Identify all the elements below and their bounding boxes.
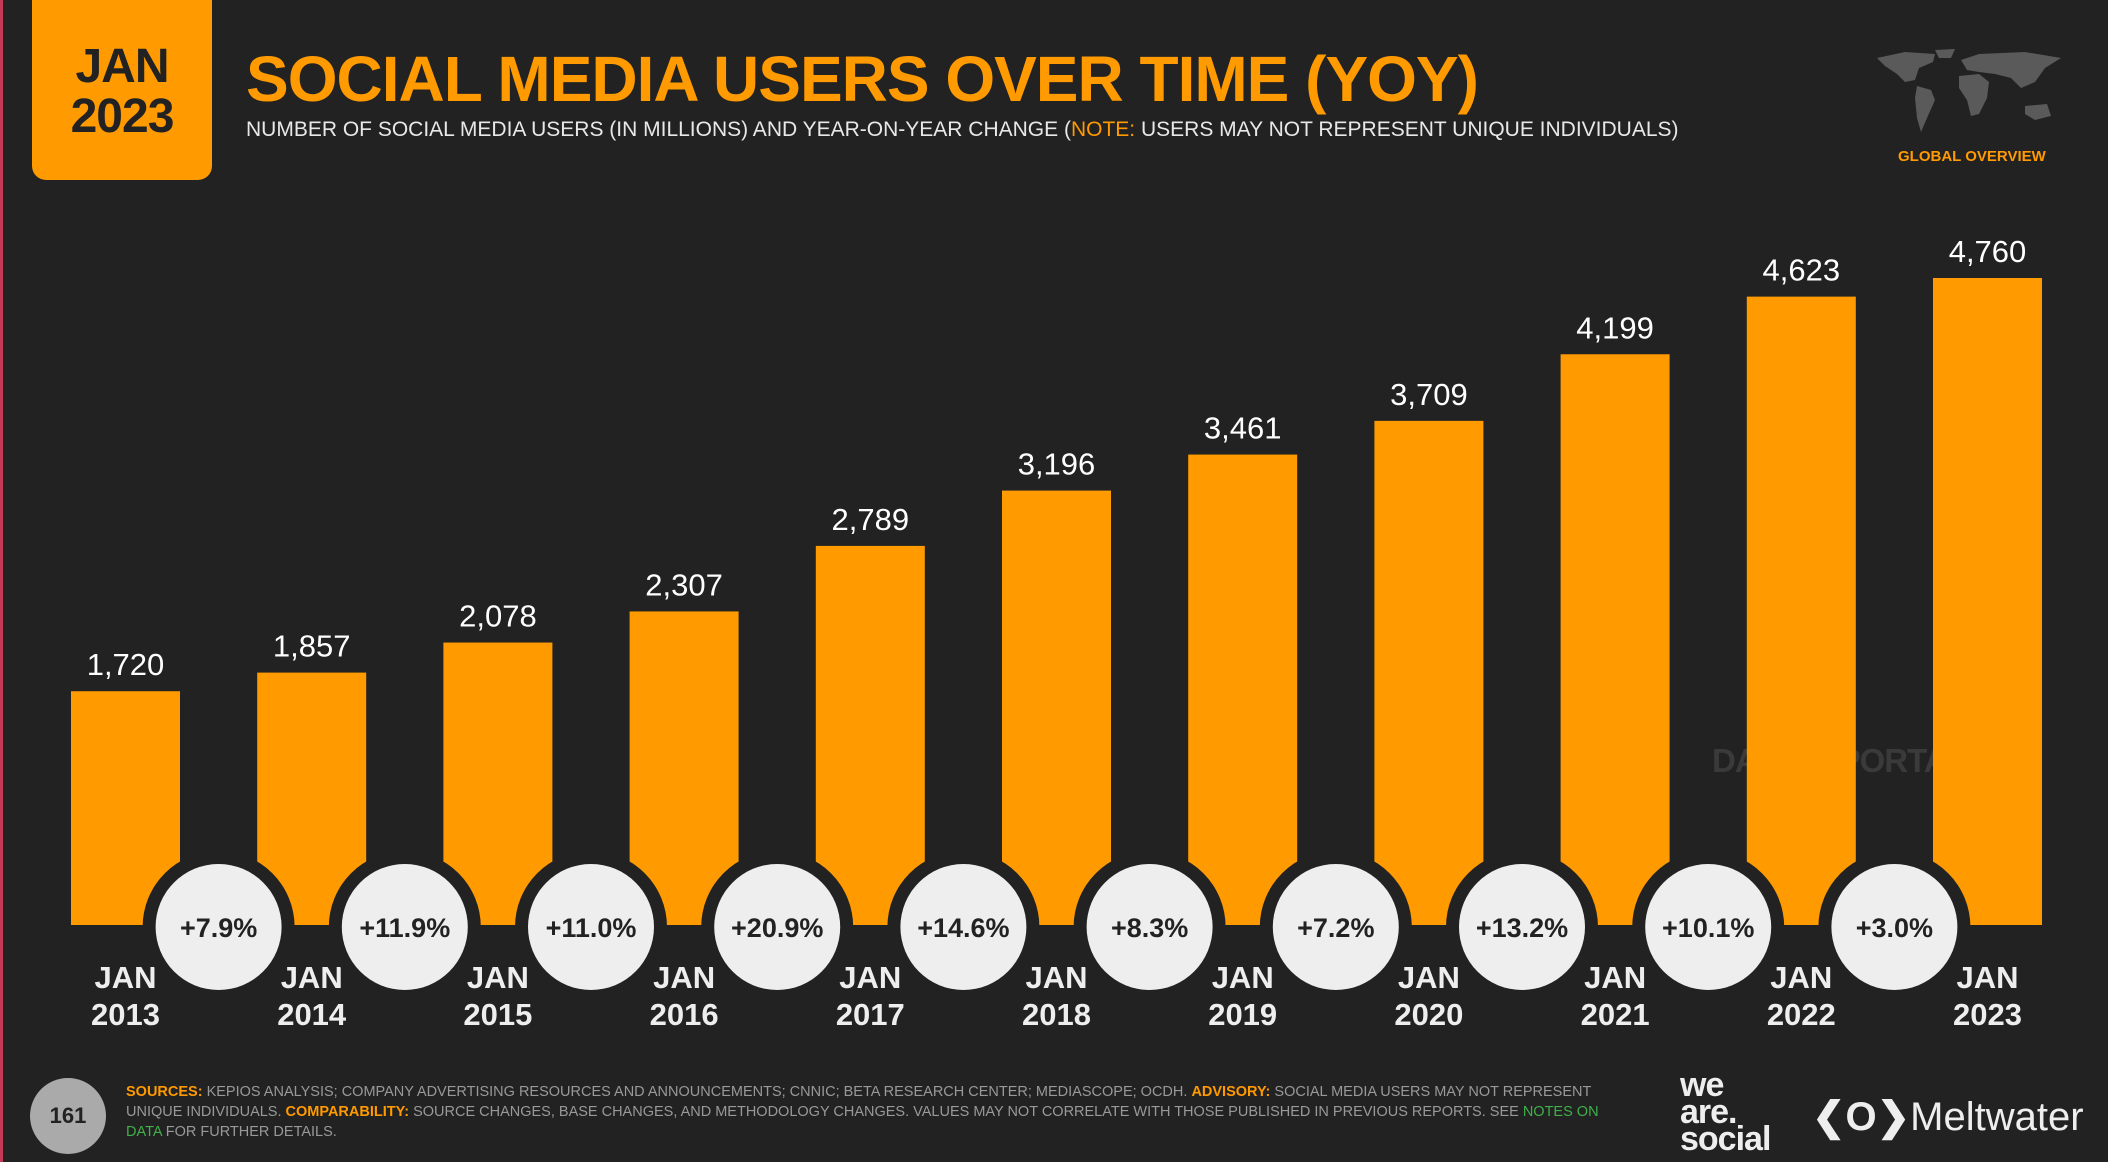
page-subtitle: NUMBER OF SOCIAL MEDIA USERS (IN MILLION…	[246, 118, 1679, 142]
meltwater-wordmark: Meltwater	[1910, 1095, 2084, 1139]
x-tick-label-month: JAN	[653, 960, 715, 995]
x-tick-label-year: 2023	[1953, 997, 2022, 1032]
change-bubble	[1645, 864, 1772, 990]
subtitle-note: USERS MAY NOT REPRESENT UNIQUE INDIVIDUA…	[1135, 118, 1679, 141]
change-bubble	[155, 864, 282, 990]
x-tick-label-year: 2014	[277, 997, 347, 1032]
bar	[629, 611, 739, 925]
yoy-change-label: +7.9%	[180, 913, 257, 943]
value-label: 2,307	[645, 567, 723, 602]
x-tick-label-month: JAN	[94, 960, 156, 995]
x-tick-label-month: JAN	[467, 960, 529, 995]
x-tick-label-year: 2018	[1022, 997, 1091, 1032]
x-tick-label-year: 2017	[836, 997, 905, 1032]
date-year: 2023	[70, 90, 175, 143]
page-title: SOCIAL MEDIA USERS OVER TIME (YOY)	[246, 43, 1479, 115]
section-label: GLOBAL OVERVIEW	[1898, 148, 2046, 165]
bar	[1933, 278, 2042, 925]
x-tick-label-month: JAN	[1956, 960, 2018, 995]
bar	[1002, 490, 1111, 925]
value-label: 3,461	[1204, 411, 1282, 446]
x-tick-label-year: 2021	[1581, 997, 1650, 1032]
value-label: 4,760	[1949, 234, 2027, 269]
value-label: 1,720	[87, 647, 165, 682]
date-badge: JAN 2023	[32, 0, 212, 180]
footer-tail: FOR FURTHER DETAILS.	[161, 1124, 337, 1140]
meltwater-logo: ❮O❯Meltwater	[1812, 1094, 2084, 1140]
bar	[1746, 296, 1856, 925]
x-tick-label-month: JAN	[1584, 960, 1646, 995]
yoy-change-label: +13.2%	[1476, 913, 1568, 943]
comparability-label: COMPARABILITY:	[285, 1104, 410, 1120]
value-label: 4,623	[1763, 253, 1841, 288]
change-bubble	[714, 864, 841, 990]
value-label: 4,199	[1576, 310, 1654, 345]
x-tick-label-year: 2020	[1394, 997, 1463, 1032]
x-tick-label-year: 2019	[1208, 997, 1277, 1032]
x-tick-label-month: JAN	[1398, 960, 1460, 995]
change-bubble	[341, 864, 468, 990]
change-bubble	[900, 864, 1027, 990]
x-tick-label-year: 2015	[463, 997, 532, 1032]
change-bubble	[1272, 864, 1399, 990]
bar-chart: 1,720JAN20131,857JAN20142,078JAN20152,30…	[71, 234, 2042, 1032]
yoy-change-label: +14.6%	[917, 913, 1009, 943]
x-tick-label-year: 2016	[650, 997, 719, 1032]
subtitle-note-label: NOTE:	[1070, 118, 1136, 141]
left-edge-accent	[0, 0, 3, 1162]
x-tick-label-month: JAN	[1025, 960, 1087, 995]
value-label: 3,709	[1390, 377, 1468, 412]
advisory-text: SOCIAL MEDIA USERS MAY NOT REPRESENT UNI…	[126, 1084, 1592, 1120]
change-bubble	[528, 864, 654, 990]
comparability-text: SOURCE CHANGES, BASE CHANGES, AND METHOD…	[409, 1104, 1523, 1120]
x-tick-label-month: JAN	[1770, 960, 1832, 995]
sources-label: SOURCES:	[126, 1084, 203, 1100]
value-label: 1,857	[273, 629, 351, 664]
bar	[1188, 454, 1298, 925]
yoy-change-label: +8.3%	[1111, 913, 1188, 943]
meltwater-mark-icon: ❮O❯	[1812, 1095, 1911, 1139]
yoy-change-label: +11.0%	[546, 913, 637, 943]
yoy-change-label: +10.1%	[1662, 913, 1754, 943]
x-tick-label-year: 2013	[91, 997, 160, 1032]
sources-text: KEPIOS ANALYSIS; COMPANY ADVERTISING RES…	[202, 1084, 1192, 1100]
yoy-change-label: +3.0%	[1856, 913, 1933, 943]
yoy-change-label: +7.2%	[1297, 913, 1374, 943]
yoy-change-label: +20.9%	[731, 913, 823, 943]
page-number: 161	[30, 1078, 106, 1154]
change-bubble	[1086, 864, 1213, 990]
subtitle-main: NUMBER OF SOCIAL MEDIA USERS (IN MILLION…	[246, 118, 1071, 141]
change-bubble	[1459, 864, 1585, 990]
world-map-icon	[1877, 49, 2061, 132]
x-tick-label-month: JAN	[281, 960, 343, 995]
value-label: 2,078	[459, 599, 537, 634]
change-bubble	[1831, 864, 1958, 990]
notes-on-data-link[interactable]: NOTES ON DATA	[126, 1104, 1599, 1140]
x-tick-label-month: JAN	[839, 960, 901, 995]
bar	[815, 545, 925, 925]
date-month: JAN	[75, 40, 169, 93]
advisory-label: ADVISORY:	[1191, 1084, 1271, 1100]
x-tick-label-year: 2022	[1767, 997, 1836, 1032]
value-label: 2,789	[832, 502, 910, 537]
x-tick-label-month: JAN	[1212, 960, 1274, 995]
bar	[1560, 354, 1670, 926]
footer-notes: SOURCES: KEPIOS ANALYSIS; COMPANY ADVERT…	[126, 1082, 1636, 1142]
we-are-social-logo: we are. social	[1680, 1066, 1771, 1158]
value-label: 3,196	[1018, 447, 1096, 482]
bar	[1374, 420, 1484, 925]
yoy-change-label: +11.9%	[359, 913, 450, 943]
